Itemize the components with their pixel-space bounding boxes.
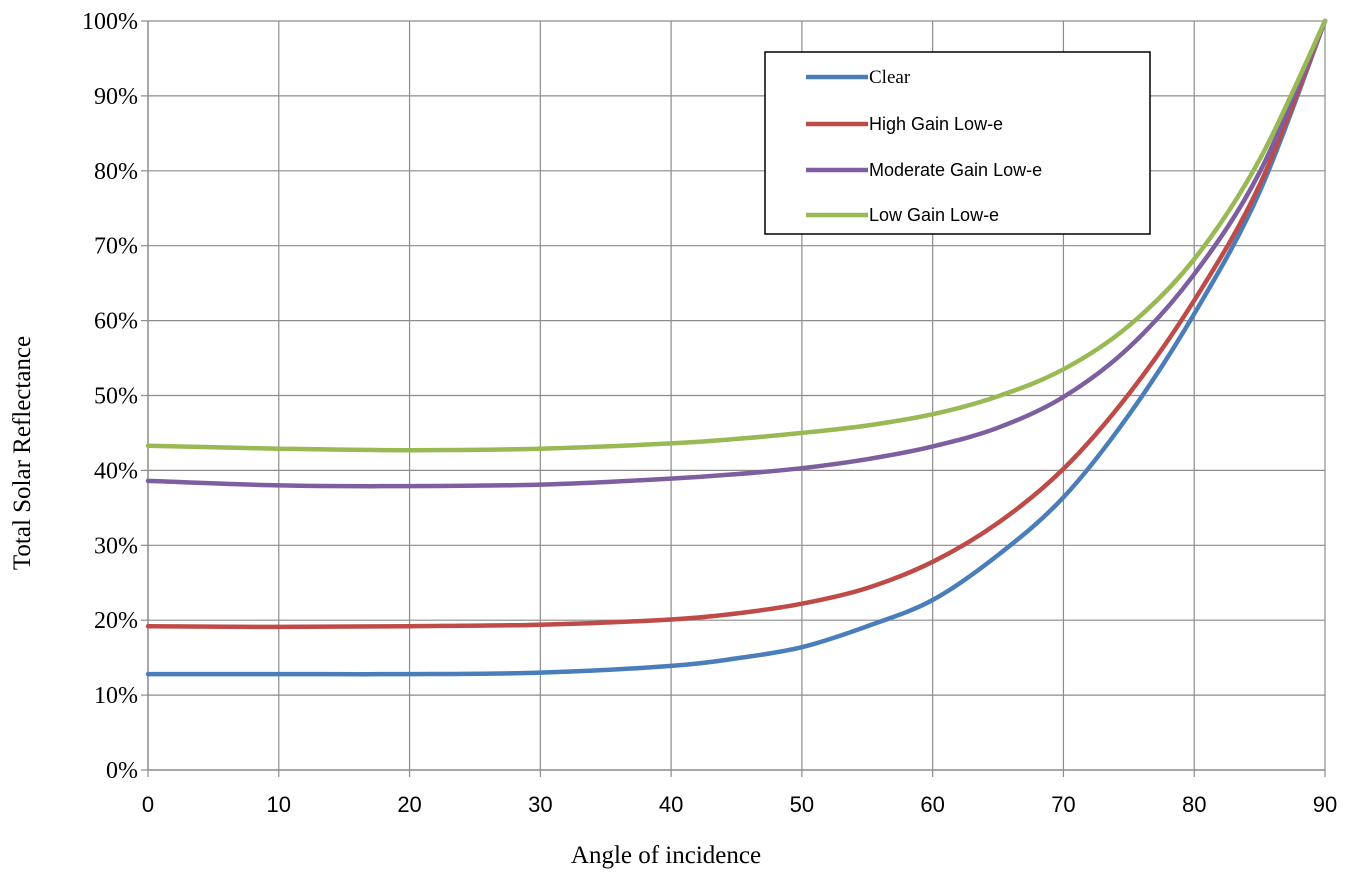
x-tick-label: 10 [267,792,291,817]
series-line-low-gain-low-e [145,18,1328,453]
y-tick-label: 80% [94,159,138,185]
y-tick-labels: 0% 10% 20% 30% 40% 50% 60% 70% 80% 90% 100% [82,9,138,784]
y-tick-label: 100% [82,9,138,35]
legend-label-clear: Clear [869,67,911,88]
x-tick-label: 70 [1051,792,1075,817]
y-tick-label: 10% [94,683,138,709]
x-tick-label: 40 [659,792,683,817]
y-tick-label: 60% [94,309,138,335]
x-tick-label: 90 [1313,792,1337,817]
series-lines [145,18,1328,677]
legend: Clear High Gain Low-e Moderate Gain Low-e L… [764,51,1151,235]
y-tick-label: 40% [94,458,138,484]
x-axis-title: Angle of incidence [571,842,761,869]
series-line-clear [145,18,1328,677]
series-line-moderate-gain-low-e [145,18,1328,489]
x-tick-label: 20 [397,792,421,817]
x-tick-labels: 0 10 20 30 40 50 60 70 80 90 [142,792,1337,817]
legend-box [764,51,1151,235]
x-tick-label: 30 [528,792,552,817]
axes [141,20,1326,777]
legend-label-low-gain-low-e: Low Gain Low-e [869,205,999,225]
x-tick-label: 0 [142,792,154,817]
x-tick-label: 80 [1182,792,1206,817]
legend-label-high-gain-low-e: High Gain Low-e [869,114,1003,134]
grid [148,20,1326,770]
y-tick-label: 0% [106,758,138,784]
y-tick-label: 20% [94,608,138,634]
y-tick-label: 70% [94,234,138,260]
x-tick-label: 60 [920,792,944,817]
y-tick-label: 90% [94,84,138,110]
y-tick-label: 50% [94,384,138,410]
x-tick-label: 50 [790,792,814,817]
y-axis-title: Total Solar Reflectance [9,336,36,570]
series-line-high-gain-low-e [145,18,1328,630]
legend-label-moderate-gain-low-e: Moderate Gain Low-e [869,160,1042,180]
y-tick-label: 30% [94,533,138,559]
